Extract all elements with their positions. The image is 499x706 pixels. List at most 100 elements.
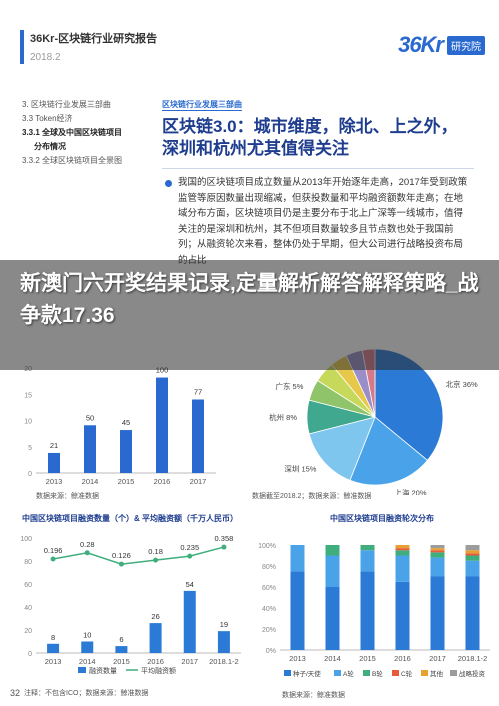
x-tick-label: 2015: [359, 654, 376, 663]
y-tick-label: 80: [24, 559, 32, 566]
line-value-label: 0.358: [215, 534, 234, 543]
stacked-bar-segment: [430, 550, 445, 553]
bar: [81, 641, 94, 653]
line-value-label: 0.196: [44, 546, 63, 555]
x-tick-label: 2013: [46, 477, 63, 486]
x-tick-label: 2013: [289, 654, 306, 663]
chart1-source: 数据来源：鲸准数据: [36, 493, 99, 500]
y-tick-label: 20%: [262, 627, 276, 634]
stacked-bar-segment: [325, 587, 340, 650]
y-tick-label: 100: [20, 536, 32, 543]
pie-label: 深圳 15%: [284, 464, 316, 474]
stacked-bar-segment: [395, 545, 410, 549]
line-point: [153, 557, 159, 563]
stacked-bar-segment: [430, 557, 445, 577]
toc-item[interactable]: 3. 区块链行业发展三部曲: [22, 100, 111, 109]
bar-value-label: 45: [122, 418, 130, 427]
pie-label: 杭州 8%: [269, 412, 297, 422]
chart4-title: 中国区块链项目融资轮次分布: [330, 514, 434, 523]
stacked-bar-segment: [430, 576, 445, 650]
chart3-title: 中国区块链项目融资数量（个）& 平均融资额（千万人民币）: [22, 514, 238, 523]
bar-value-label: 50: [86, 413, 94, 422]
logo: 36Kr 研究院: [398, 30, 485, 60]
legend-swatch: [334, 670, 341, 676]
bullet-icon: [165, 180, 172, 187]
toc-item[interactable]: 分布情况: [34, 142, 66, 151]
pie-slice: [349, 416, 428, 486]
legend-label: 融资数量: [89, 666, 117, 675]
bar-value-label: 54: [186, 580, 194, 589]
logo-tag: 研究院: [447, 35, 485, 55]
toc-item[interactable]: 3.3.2 全球区块链项目全景图: [22, 156, 123, 165]
stacked-bar-segment: [395, 548, 410, 551]
y-tick-label: 0: [28, 651, 32, 658]
line-point: [118, 561, 124, 567]
chart2-source: 数据截至2018.2；数据来源：鲸准数据: [252, 493, 372, 500]
bar-value-label: 6: [119, 635, 123, 644]
bar-value-label: 100: [156, 366, 169, 375]
y-tick-label: 100%: [258, 543, 276, 550]
header-accent-bar: [20, 30, 24, 64]
x-tick-label: 2015: [118, 477, 135, 486]
bar: [149, 623, 162, 653]
y-tick-label: 80%: [262, 564, 276, 571]
bar: [156, 377, 168, 473]
x-tick-label: 2014: [324, 654, 341, 663]
y-tick-label: 10: [24, 419, 32, 426]
average-line: [52, 546, 225, 565]
legend-swatch: [450, 670, 457, 676]
bar: [192, 399, 204, 473]
section-title: 区块链3.0：城市维度，除北、上之外，深圳和杭州尤其值得关注: [162, 117, 458, 158]
x-tick-label: 2016: [154, 477, 171, 486]
line-value-label: 0.18: [148, 547, 163, 556]
y-tick-label: 60: [24, 582, 32, 589]
line-value-label: 0.126: [112, 551, 131, 560]
project-count-chart: 051015202120135020144520151002016772017: [24, 366, 216, 486]
y-tick-label: 20: [24, 628, 32, 635]
x-tick-label: 2014: [79, 657, 96, 666]
bar-value-label: 10: [83, 631, 91, 640]
bar: [217, 631, 230, 653]
stacked-bar-segment: [465, 550, 480, 554]
bar-value-label: 8: [51, 633, 55, 642]
stacked-bar-segment: [395, 550, 410, 556]
stacked-bar-segment: [395, 555, 410, 582]
toc-item[interactable]: 3.3 Token经济: [22, 114, 73, 123]
chart4-source: 数据来源：鲸准数据: [282, 692, 345, 699]
pie-label: 广东 5%: [275, 381, 303, 391]
section-body: 我国的区块链项目成立数量从2013年开始逐年走高，2017年受到政策监管等原因数…: [178, 177, 468, 266]
bar-value-label: 26: [151, 612, 159, 621]
legend-label: A轮: [343, 669, 354, 678]
overlay-banner: [0, 260, 499, 370]
x-tick-label: 2018.1-2: [458, 654, 488, 663]
bar-value-label: 21: [50, 441, 58, 450]
x-tick-label: 2013: [45, 657, 62, 666]
pie-label: 上海 20%: [394, 488, 426, 495]
line-point: [221, 544, 227, 550]
line-point: [84, 550, 90, 556]
stacked-bar-segment: [325, 545, 340, 556]
legend-label: C轮: [401, 669, 413, 678]
logo-brand: 36Kr: [398, 32, 444, 57]
page-number: 32: [10, 688, 21, 698]
y-tick-label: 60%: [262, 585, 276, 592]
stacked-bar-segment: [290, 571, 305, 650]
legend-swatch: [363, 670, 370, 676]
bar: [183, 590, 196, 653]
stacked-bar-segment: [430, 552, 445, 558]
table-of-contents: 3. 区块链行业发展三部曲 3.3 Token经济 3.3.1 全球及中国区块链项目…: [22, 98, 152, 168]
x-tick-label: 2017: [181, 657, 198, 666]
bar: [115, 646, 128, 653]
stacked-bar-segment: [465, 576, 480, 650]
legend-swatch: [392, 670, 399, 676]
legend-swatch: [284, 670, 291, 676]
legend-label: 平均融资额: [141, 666, 176, 675]
x-tick-label: 2015: [113, 657, 130, 666]
pie-slice: [308, 416, 376, 481]
stacked-bar-segment: [360, 545, 375, 551]
toc-item[interactable]: 3.3.1 全球及中国区块链项目: [22, 128, 123, 137]
line-point: [50, 556, 56, 562]
x-tick-label: 2016: [394, 654, 411, 663]
financing-count-chart: 0 20 40 60 80 100 8 2013 10 2014 6 2015 26 2016 54 2017…: [20, 534, 241, 675]
stacked-bar-segment: [430, 545, 445, 549]
